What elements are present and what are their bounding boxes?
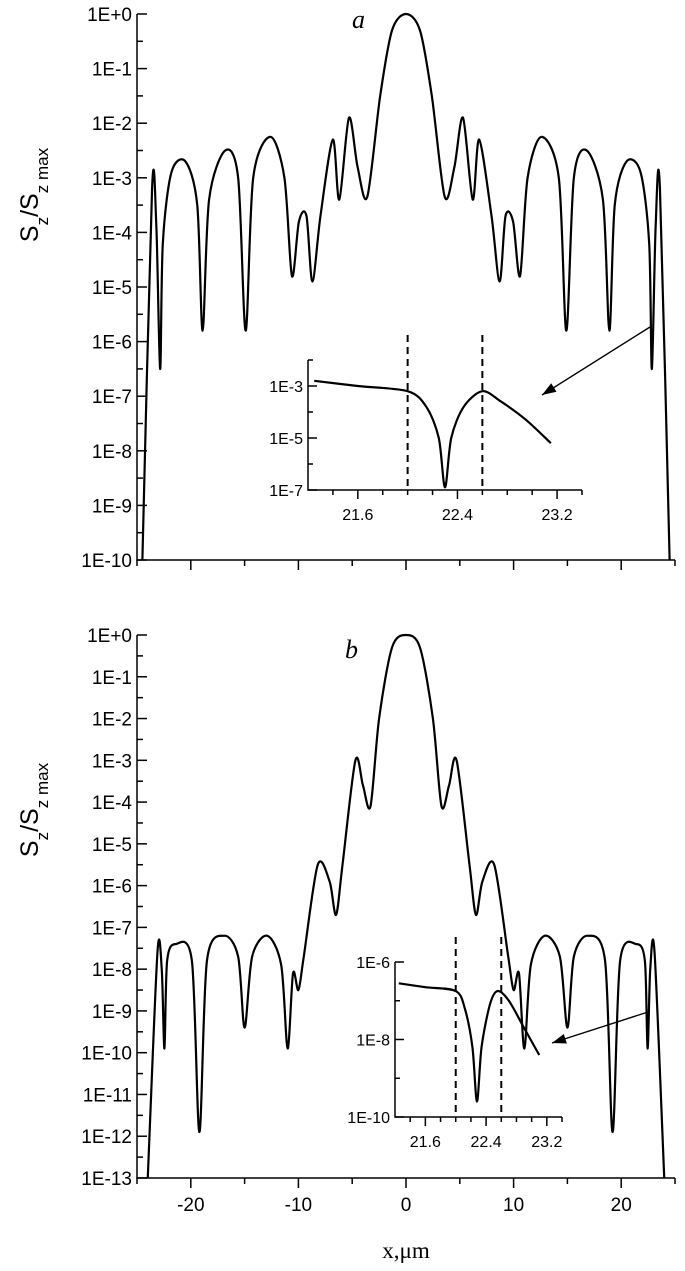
inset-x-tick-label: 23.2 <box>542 507 573 524</box>
panel-a-series-line <box>141 12 671 561</box>
arrow-head <box>552 1033 567 1044</box>
y-tick-label: 1E-4 <box>92 793 133 814</box>
inset-series-line <box>398 982 541 1103</box>
panel-b-y-ticks: 1E+0 1E-1 1E-2 1E-3 1E-4 1E-5 1E-6 1E-7 1E-8 1E-9… <box>81 626 147 1190</box>
panel-b-inset: 1E-6 1E-8 1E-10 21.6 22.4 23.2 <box>347 937 563 1151</box>
y-tick-label: 1E-13 <box>81 1169 132 1190</box>
y-tick-label: 1E+0 <box>87 5 132 26</box>
panel-a-y-axis-label: Sz/Sz max <box>16 147 52 242</box>
arrow-line <box>551 1011 649 1044</box>
panel-b-letter: b <box>345 635 358 664</box>
y-tick-label: 1E-10 <box>81 551 132 572</box>
panel-b-series-line <box>146 633 666 1179</box>
y-tick-label: 1E-8 <box>92 960 132 981</box>
y-tick-label: 1E-8 <box>92 442 132 463</box>
panel-a-inset: 1E-3 1E-5 1E-7 21.6 22.4 23.2 <box>269 335 583 524</box>
y-tick-label: 1E-2 <box>92 114 132 135</box>
inset-x-tick-label: 21.6 <box>410 1134 441 1151</box>
y-axis-label-text: Sz/Sz max <box>16 147 52 242</box>
inset-y-tick-label: 1E-7 <box>269 483 303 500</box>
inset-y-tick-label: 1E-6 <box>356 955 390 972</box>
inset-y-tick-label: 1E-8 <box>356 1033 390 1050</box>
panel-b-x-ticks: -20 -10 0 10 20 <box>136 1178 676 1216</box>
panel-a-y-ticks: 1E+0 1E-1 1E-2 1E-3 1E-4 1E-5 1E-6 1E-7 1E-8 1E-9… <box>81 5 147 572</box>
panel-a-axes <box>136 14 675 561</box>
x-tick-label: 0 <box>401 1195 412 1216</box>
panel-b-x-axis-label: x,μm <box>382 1238 430 1263</box>
y-tick-label: 1E-9 <box>92 1002 132 1023</box>
y-tick-label: 1E-12 <box>81 1127 132 1148</box>
y-tick-label: 1E-9 <box>92 496 132 517</box>
inset-x-tick-label: 23.2 <box>531 1134 562 1151</box>
inset-x-tick-label: 22.4 <box>442 507 473 524</box>
panel-b: 1E+0 1E-1 1E-2 1E-3 1E-4 1E-5 1E-6 1E-7 1E-8 1E-9… <box>16 626 676 1263</box>
panel-a-letter: a <box>352 5 365 34</box>
y-tick-label: 1E-3 <box>92 751 132 772</box>
y-tick-label: 1E-6 <box>92 333 132 354</box>
panel-a-arrow <box>541 326 651 396</box>
y-axis-label-text: Sz/Sz max <box>16 762 52 857</box>
x-tick-label: -20 <box>177 1195 204 1216</box>
y-tick-label: 1E-2 <box>92 710 132 731</box>
inset-y-tick-label: 1E-3 <box>269 379 303 396</box>
inset-x-tick-label: 21.6 <box>342 507 373 524</box>
y-tick-label: 1E-1 <box>92 60 132 81</box>
y-tick-label: 1E-11 <box>83 1085 132 1106</box>
y-tick-label: 1E-1 <box>92 668 132 689</box>
x-tick-label: 10 <box>503 1195 524 1216</box>
y-tick-label: 1E-5 <box>92 835 132 856</box>
y-tick-label: 1E-7 <box>92 918 132 939</box>
y-tick-label: 1E-3 <box>92 169 132 190</box>
arrow-head <box>542 383 557 395</box>
panel-b-axes <box>136 635 675 1179</box>
panel-b-arrow <box>551 1011 649 1044</box>
x-tick-label: -10 <box>285 1195 312 1216</box>
x-tick-label: 20 <box>611 1195 632 1216</box>
arrow-line <box>541 326 651 396</box>
y-tick-label: 1E-7 <box>92 387 132 408</box>
y-tick-label: 1E-5 <box>92 278 132 299</box>
panel-a-x-ticks <box>136 560 676 570</box>
inset-y-tick-label: 1E-5 <box>269 431 303 448</box>
inset-axes <box>307 360 582 491</box>
inset-y-tick-label: 1E-10 <box>347 1110 390 1127</box>
inset-x-tick-label: 22.4 <box>471 1134 502 1151</box>
inset-series-line <box>314 379 552 489</box>
y-tick-label: 1E-6 <box>92 877 132 898</box>
panel-a: 1E+0 1E-1 1E-2 1E-3 1E-4 1E-5 1E-6 1E-7 1E-8 1E-9… <box>16 5 676 572</box>
y-tick-label: 1E+0 <box>87 626 132 647</box>
y-tick-label: 1E-4 <box>92 223 133 244</box>
y-tick-label: 1E-10 <box>81 1044 132 1065</box>
panel-b-y-axis-label: Sz/Sz max <box>16 762 52 857</box>
